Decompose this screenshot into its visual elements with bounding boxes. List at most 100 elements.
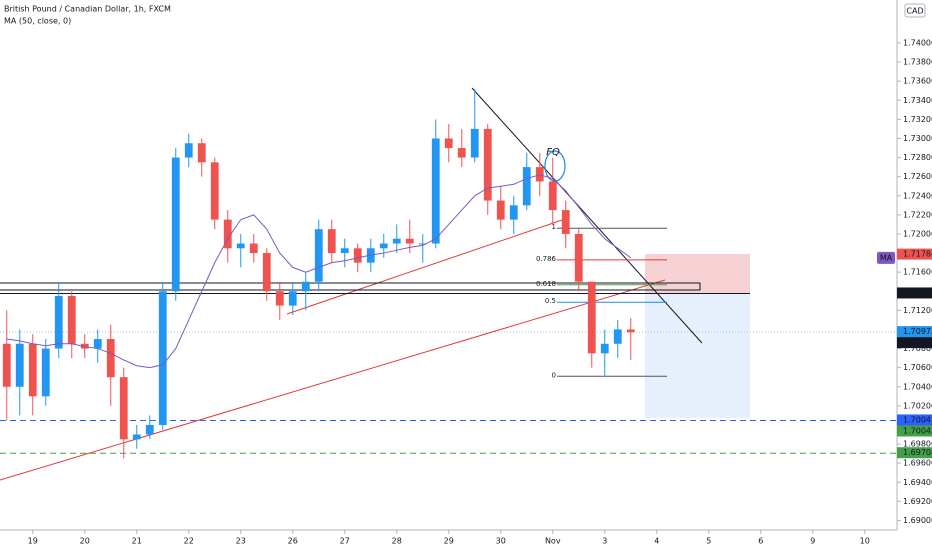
candle-body [379,243,388,249]
currency-box[interactable] [904,3,926,18]
candle-body [288,291,297,306]
candle-body [171,157,180,292]
x-tick-label: 30 [496,537,506,546]
y-tick-label: 1.70600 [903,363,932,372]
countdown: 38:29 [903,338,926,347]
candle-body [431,138,440,244]
candle-body [626,329,635,333]
candle-body [574,233,583,282]
x-tick-label: 22 [184,537,194,546]
x-tick-label: 23 [236,537,246,546]
candle-body [600,343,609,354]
candle-body [210,162,219,220]
zone-box [0,282,701,291]
candle-body [340,248,349,254]
price-tag-bg [897,326,932,338]
fib-label: 1 [552,223,556,231]
price-tag: 1.71377 [903,288,932,297]
candle-body [28,343,37,397]
candle-body [457,148,466,158]
price-tag: 1.70972 [903,327,932,336]
candle-body [613,329,622,344]
candle-body [145,424,154,435]
candle-body [223,219,232,249]
y-tick-label: 1.69800 [903,440,932,449]
candle-body [119,377,128,440]
x-tick-label: 4 [654,537,659,546]
candle-body [67,296,76,344]
candle-body [327,229,336,254]
candle-body [405,238,414,244]
candle-body [2,343,11,387]
candle-body [587,281,596,354]
y-tick-label: 1.72000 [903,229,932,238]
price-tag-bg [897,414,932,426]
stop-zone [645,254,750,293]
x-tick-label: 6 [758,537,763,546]
x-tick-label: 10 [860,537,870,546]
x-tick-label: 26 [288,537,298,546]
candle-body [496,200,505,220]
candle-body [158,291,167,425]
candle-body [444,138,453,149]
x-tick-label: 9 [810,537,815,546]
y-tick-label: 1.74000 [903,38,932,47]
y-tick-label: 1.72600 [903,172,932,181]
y-tick-label: 1.72400 [903,191,932,200]
candle-body [275,291,284,306]
annotation: FQ [546,147,560,158]
indicator-tag-bg [877,251,895,264]
fib-label: 0.786 [536,255,557,263]
y-tick-label: 1.70800 [903,344,932,353]
price-tag-bg [897,287,932,299]
candle-body [106,339,115,378]
x-tick-label: 29 [444,537,454,546]
x-tick-label: Nov [545,537,561,546]
y-tick-label: 1.73600 [903,77,932,86]
candle-body [561,210,570,234]
trend-line [0,279,666,481]
price-tag: 1.70042 [903,426,932,435]
chart-title: British Pound / Canadian Dollar, 1h, FXC… [4,5,171,14]
candle-body [184,143,193,158]
x-tick-label: 20 [80,537,90,546]
y-tick-label: 1.73000 [903,134,932,143]
y-tick-label: 1.72200 [903,210,932,219]
x-tick-label: 21 [132,537,142,546]
x-tick-label: 27 [340,537,350,546]
candle-body [548,181,557,211]
y-tick-label: 1.73400 [903,96,932,105]
y-tick-label: 1.69600 [903,459,932,468]
y-tick-label: 1.70200 [903,401,932,410]
y-tick-label: 1.70400 [903,382,932,391]
price-tag: 1.71784 [903,250,932,259]
candle-body [314,229,323,282]
candle-body [132,434,141,440]
candle-body [418,243,427,245]
candle-body [470,128,479,158]
fib-label: 0.5 [545,297,556,305]
countdown-bg [897,337,932,349]
candle-body [54,296,63,349]
y-tick-label: 1.69200 [903,497,932,506]
candle-body [483,128,492,201]
candle-body [301,281,310,292]
candle-body [522,167,531,206]
candle-body [41,348,50,397]
fib-label: 0 [552,371,556,379]
indicator-tag: MA [880,253,893,262]
price-tag: 1.69704 [903,448,932,457]
candle-body [353,248,362,263]
y-tick-label: 1.72800 [903,153,932,162]
y-tick-label: 1.71200 [903,306,932,315]
candle-body [197,143,206,163]
fib-label: 0.618 [536,280,556,288]
x-tick-label: 3 [602,537,607,546]
x-tick-label: 19 [28,537,38,546]
candle-body [392,238,401,244]
y-tick-label: 1.73200 [903,115,932,124]
y-tick-label: 1.73800 [903,58,932,67]
price-tag: 1.70047 [903,415,932,424]
